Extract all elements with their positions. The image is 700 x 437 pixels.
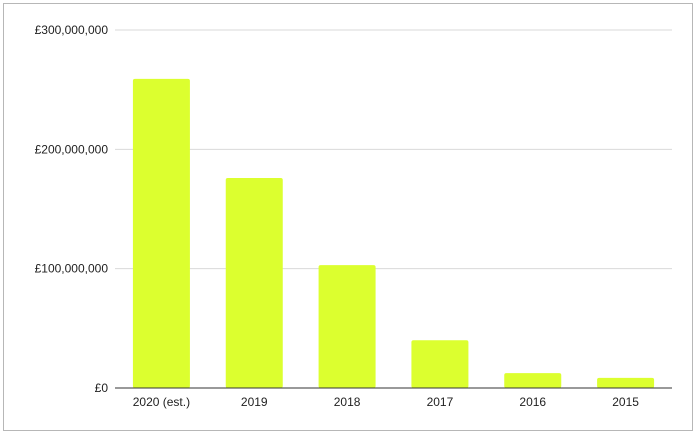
- bar: [597, 377, 655, 388]
- bar: [318, 265, 376, 388]
- y-tick-label: £0: [95, 381, 109, 395]
- x-tick-label: 2020 (est.): [133, 395, 190, 409]
- x-tick-label: 2017: [427, 395, 454, 409]
- y-tick-label: £100,000,000: [35, 262, 109, 276]
- y-tick-label: £200,000,000: [35, 142, 109, 156]
- bar: [411, 340, 469, 388]
- x-tick-label: 2016: [519, 395, 546, 409]
- x-tick-label: 2019: [241, 395, 268, 409]
- x-tick-label: 2018: [334, 395, 361, 409]
- x-tick-label: 2015: [612, 395, 639, 409]
- bar: [132, 78, 190, 388]
- chart-frame: [3, 3, 693, 431]
- y-tick-label: £300,000,000: [35, 23, 109, 37]
- bar: [504, 373, 562, 388]
- bar: [225, 177, 283, 388]
